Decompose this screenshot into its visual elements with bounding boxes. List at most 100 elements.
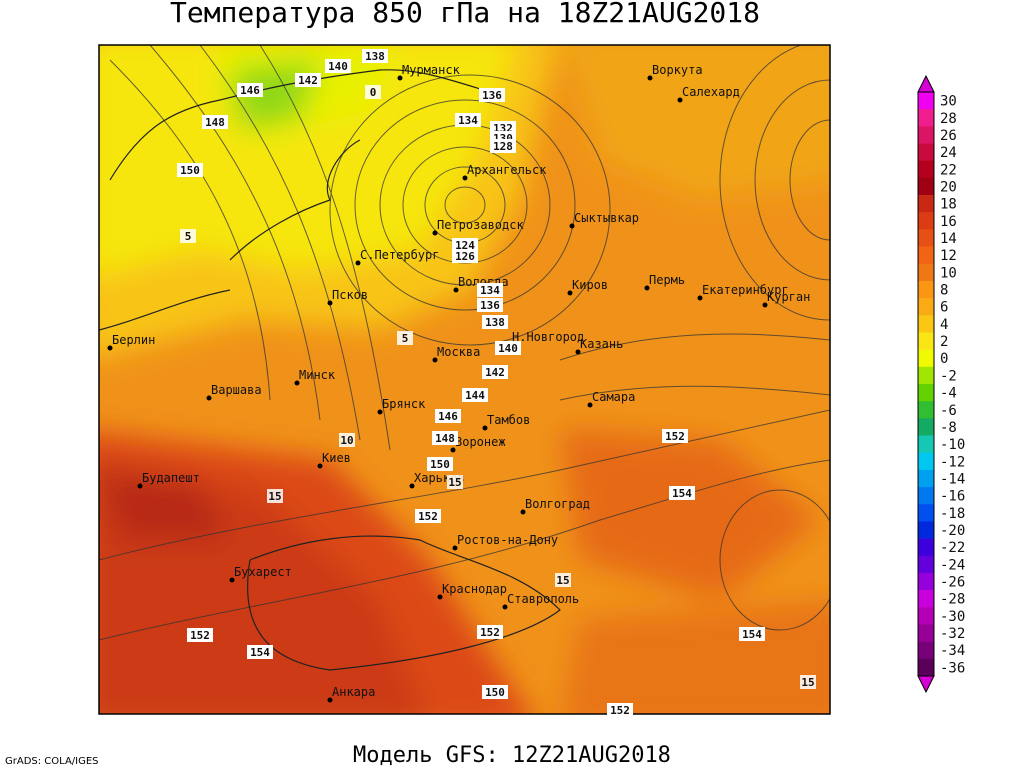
- contour-label: 152: [610, 704, 630, 717]
- colorbar-label: 22: [940, 162, 957, 178]
- isotherm-label: 15: [448, 476, 461, 489]
- colorbar-swatch: [918, 555, 934, 574]
- isotherm-label: 10: [340, 434, 353, 447]
- colorbar-label: 0: [940, 351, 948, 367]
- contour-label-box: [462, 388, 488, 402]
- city-label: Волгоград: [525, 497, 590, 511]
- city-dot: [294, 380, 300, 386]
- city-label: Сыктывкар: [574, 211, 639, 225]
- colorbar-label: 14: [940, 231, 957, 247]
- contour-label: 152: [190, 629, 210, 642]
- colorbar-label: 8: [940, 283, 948, 299]
- contour-label-box: [415, 509, 441, 523]
- isotherm-label: 15: [801, 676, 814, 689]
- city-label: Мурманск: [402, 63, 461, 77]
- city-label: Салехард: [682, 85, 740, 99]
- contour-label: 134: [480, 284, 500, 297]
- colorbar-label: -30: [940, 609, 965, 625]
- city-label: Самара: [592, 390, 635, 404]
- colorbar-swatch: [918, 212, 934, 230]
- city-dot: [327, 697, 333, 703]
- colorbar-label: -4: [940, 386, 957, 402]
- colorbar-label: 16: [940, 214, 957, 230]
- contour-label: 134: [458, 114, 478, 127]
- city-label: Москва: [437, 345, 480, 359]
- map: [99, 45, 830, 714]
- city-dot: [437, 594, 443, 600]
- city-label: Анкара: [332, 685, 375, 699]
- city-dot: [355, 260, 361, 266]
- contour-label-box: [452, 249, 478, 263]
- city-label: Н.Новгород: [512, 330, 584, 344]
- colorbar-swatch: [918, 92, 934, 110]
- colorbar-swatch: [918, 298, 934, 316]
- contour-label: 126: [455, 250, 475, 263]
- colorbar-swatch: [918, 195, 934, 213]
- city-dot: [569, 223, 575, 229]
- city-dot: [137, 483, 143, 489]
- contour-label: 142: [298, 74, 318, 87]
- contour-label: 138: [365, 50, 385, 63]
- credit: GrADS: COLA/IGES: [5, 756, 99, 767]
- colorbar-swatch: [918, 280, 934, 299]
- colorbar-label: -22: [940, 540, 965, 556]
- isotherm-label-box: [339, 433, 355, 447]
- city-dot: [520, 509, 526, 515]
- contour-label: 152: [418, 510, 438, 523]
- colorbar-swatch: [918, 521, 934, 539]
- title: Температура 850 гПа на 18Z21AUG2018: [170, 0, 760, 29]
- contour-label: 138: [485, 316, 505, 329]
- colorbar-label: -34: [940, 643, 965, 659]
- city-label: С.Петербург: [360, 248, 439, 262]
- city-label: Ставрополь: [507, 592, 579, 606]
- city-dot: [453, 287, 459, 293]
- isotherm-label: 5: [402, 332, 409, 345]
- city-label: Краснодар: [442, 582, 507, 596]
- city-label: Петрозаводск: [437, 218, 524, 232]
- contour-label-box: [482, 685, 508, 699]
- city-label: Архангельск: [467, 163, 547, 177]
- city-label: Екатеринбург: [702, 283, 789, 297]
- coastline: [99, 69, 561, 671]
- temperature-field: [99, 45, 830, 714]
- city-dot: [452, 545, 458, 551]
- city-label: Минск: [299, 368, 336, 382]
- colorbar-label: 24: [940, 145, 957, 161]
- city-label: Брянск: [382, 397, 426, 411]
- colorbar-swatch: [918, 332, 934, 350]
- isotherm-label-box: [267, 489, 283, 503]
- colorbar-swatch: [918, 246, 934, 265]
- isotherm-label: 0: [370, 86, 377, 99]
- colorbar-label: -10: [940, 437, 965, 453]
- colorbar-swatch: [918, 590, 934, 608]
- contour-label-box: [427, 457, 453, 471]
- contour-label-box: [325, 59, 351, 73]
- city-dot: [644, 285, 650, 291]
- colorbar-swatch: [918, 487, 934, 505]
- colorbar-swatch: [918, 349, 934, 368]
- city-dot: [107, 345, 113, 351]
- colorbar-swatch: [918, 109, 934, 127]
- colorbar-label: -8: [940, 420, 957, 436]
- city-dot: [677, 97, 683, 103]
- colorbar-label: -2: [940, 368, 957, 384]
- contour-label: 140: [498, 342, 518, 355]
- contour-label: 148: [205, 116, 225, 129]
- colorbar-label: 30: [940, 94, 957, 110]
- colorbar-swatch: [918, 504, 934, 522]
- city-dot: [409, 483, 415, 489]
- contour-label: 154: [672, 487, 692, 500]
- city-dot: [575, 349, 581, 355]
- contour-label-box: [237, 83, 263, 97]
- isotherm-label-box: [447, 475, 463, 489]
- isotherm-label: 15: [268, 490, 281, 503]
- contour-label-box: [435, 409, 461, 423]
- colorbar-label: -6: [940, 403, 957, 419]
- city-dot: [482, 425, 488, 431]
- city-dot: [647, 75, 653, 81]
- colorbar-swatch: [918, 177, 934, 196]
- city-dot: [317, 463, 323, 469]
- isotherm-label-box: [365, 85, 381, 99]
- city-dot: [502, 604, 508, 610]
- city-dot: [587, 402, 593, 408]
